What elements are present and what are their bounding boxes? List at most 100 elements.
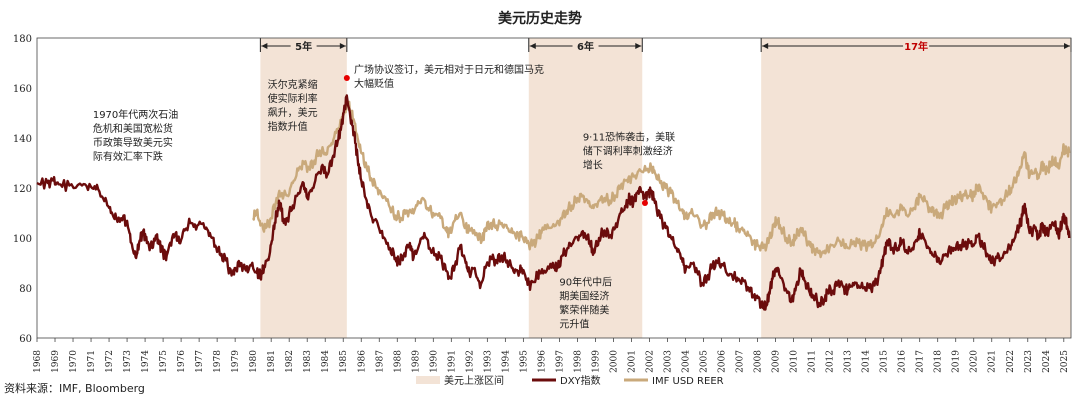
series-line-dxy: [36, 94, 1071, 311]
period-duration-label: 6年: [577, 40, 594, 53]
annotation-line: 广场协议签订，美元相对于日元和德国马克: [354, 63, 544, 76]
x-tick-label: 1995: [519, 350, 529, 373]
x-tick-label: 1981: [267, 350, 277, 373]
annotation-line: 增长: [583, 159, 603, 172]
x-tick-label: 1976: [177, 350, 187, 373]
x-tick-label: 1980: [249, 350, 259, 373]
x-tick-label: 2014: [862, 350, 872, 373]
annotation-line: 90年代中后: [559, 276, 612, 289]
period-duration-label: 5年: [295, 40, 312, 53]
x-tick-label: 1974: [141, 350, 151, 373]
x-tick-label: 1991: [447, 350, 457, 373]
x-tick-label: 1994: [501, 350, 511, 373]
event-marker: [641, 200, 648, 206]
annotation-line: 大幅贬值: [354, 77, 394, 90]
annotation-line: 指数升值: [268, 120, 308, 133]
plot-frame: [36, 37, 1072, 339]
x-tick-label: 2007: [736, 350, 746, 373]
period-arrow-left: [762, 43, 769, 49]
x-tick-label: 2012: [826, 350, 836, 373]
x-tick-label: 1973: [123, 350, 133, 373]
x-tick-label: 2016: [898, 350, 908, 373]
x-tick-label: 2009: [772, 350, 782, 373]
x-tick-label: 2006: [718, 350, 728, 373]
annotation-line: 币政策导致美元实: [93, 136, 173, 149]
period-arrow-right: [1064, 43, 1070, 49]
legend-swatch-band: [416, 376, 440, 384]
x-tick-label: 1984: [321, 350, 331, 373]
period-arrow-left: [261, 43, 268, 49]
x-tick-label: 1988: [393, 350, 403, 373]
x-tick-label: 2019: [952, 350, 962, 373]
x-tick-label: 1983: [303, 350, 313, 373]
legend-label: IMF USD REER: [652, 376, 724, 387]
annotation-line: 1970年代两次石油: [93, 108, 178, 121]
x-tick-label: 2015: [880, 350, 890, 373]
annotation-line: 期美国经济: [559, 290, 609, 303]
x-tick-label: 2003: [663, 350, 673, 373]
x-tick-label: 2025: [1060, 350, 1070, 373]
x-tick-label: 1986: [357, 350, 367, 373]
annotation-line: 使实际利率: [268, 92, 318, 105]
period-arrow-right: [635, 43, 642, 49]
annotation-line: 飙升，美元: [268, 106, 318, 119]
x-tick-label: 2011: [808, 350, 818, 373]
x-tick-label: 2024: [1042, 350, 1052, 373]
x-tick-label: 2020: [970, 350, 980, 373]
x-tick-label: 2005: [700, 350, 710, 373]
period-arrow-right: [339, 43, 346, 49]
x-tick-label: 2008: [754, 350, 764, 373]
x-tick-label: 1969: [51, 350, 61, 373]
x-tick-label: 2021: [988, 350, 998, 373]
chart-legend: 美元上涨区间 DXY指数 IMF USD REER: [416, 374, 724, 387]
x-tick-label: 2017: [916, 350, 926, 373]
annotation-line: 9·11恐怖袭击，美联: [583, 131, 675, 144]
period-arrow-left: [529, 43, 536, 49]
y-tick-label: 120: [13, 184, 32, 195]
annotation-line: 沃尔克紧缩: [268, 78, 318, 91]
annotation-line: 元升值: [559, 318, 589, 331]
x-tick-label: 1971: [87, 350, 97, 373]
source-note: 资料来源：IMF, Bloomberg: [4, 381, 145, 395]
period-label-bg: [903, 40, 930, 52]
annotation-line: 储下调利率刺激经济: [583, 145, 673, 158]
chart-title: 美元历史走势: [498, 10, 582, 27]
y-tick-label: 160: [13, 84, 32, 95]
x-tick-label: 1975: [159, 350, 169, 373]
x-tick-label: 1993: [483, 350, 493, 373]
x-tick-label: 2013: [844, 350, 854, 373]
x-tick-label: 1989: [411, 350, 421, 373]
x-tick-label: 1997: [555, 350, 565, 373]
x-tick-label: 1985: [339, 350, 349, 373]
x-tick-label: 1990: [429, 350, 439, 373]
x-tick-label: 1979: [231, 350, 241, 373]
event-marker: [343, 75, 350, 81]
annotation-line: 繁荣伴随美: [559, 304, 609, 317]
y-tick-label: 100: [13, 234, 32, 245]
x-tick-label: 1987: [375, 350, 385, 373]
x-tick-label: 1970: [69, 350, 79, 373]
x-tick-label: 1968: [33, 350, 43, 373]
x-tick-label: 2002: [645, 350, 655, 373]
rise-period-band: [761, 38, 1071, 338]
y-tick-label: 180: [13, 34, 32, 45]
x-tick-label: 1978: [213, 350, 223, 373]
period-label-bg: [572, 40, 599, 52]
annotation-line: 危机和美国宽松货: [93, 122, 173, 135]
series-line-reer: [252, 98, 1071, 259]
x-tick-label: 1996: [537, 350, 547, 373]
x-tick-label: 2022: [1006, 350, 1016, 373]
period-label-bg: [290, 40, 317, 52]
legend-label: DXY指数: [560, 374, 601, 387]
x-tick-label: 2004: [682, 350, 692, 373]
x-tick-label: 2000: [609, 350, 619, 373]
x-tick-label: 2023: [1024, 350, 1034, 373]
x-tick-label: 2001: [627, 350, 637, 373]
x-tick-label: 1972: [105, 350, 115, 373]
